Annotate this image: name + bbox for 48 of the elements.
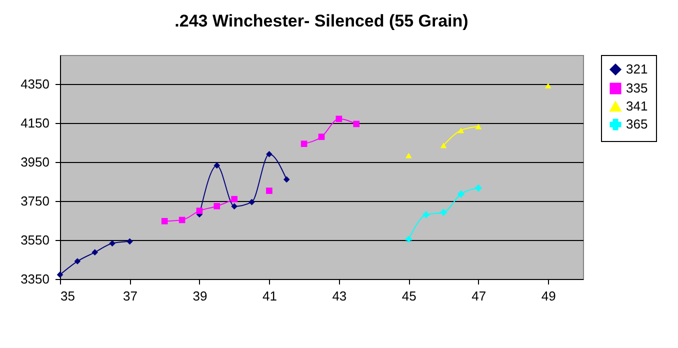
x-tick-label: 43: [332, 288, 347, 304]
point: [196, 208, 203, 214]
x-tick-label: 39: [192, 288, 208, 304]
point: [109, 240, 116, 247]
y-tick-label: 3550: [20, 232, 50, 248]
legend-label: 321: [626, 62, 648, 76]
point: [231, 203, 238, 210]
point: [126, 238, 133, 245]
point: [266, 188, 272, 194]
y-tick-label: 4150: [20, 116, 50, 131]
x-tick-label: 49: [541, 288, 556, 304]
point: [406, 236, 412, 242]
point: [92, 249, 98, 256]
point: [475, 124, 482, 130]
point: [266, 150, 272, 158]
x-tick-label: 47: [472, 288, 486, 304]
point: [475, 184, 482, 192]
y-tick-label: 3950: [20, 154, 50, 170]
chart-title: .243 Winchester- Silenced (55 Grain): [174, 12, 468, 30]
point: [283, 176, 290, 183]
point: [214, 162, 220, 169]
point: [214, 202, 220, 210]
x-tick-label: 37: [123, 288, 138, 304]
point: [544, 82, 552, 88]
point: [248, 198, 255, 206]
point: [318, 134, 325, 140]
legend-label: 365: [626, 116, 648, 132]
point: [458, 128, 464, 134]
point: [440, 142, 447, 148]
point: [458, 190, 464, 198]
point: [231, 196, 238, 202]
x-tick-label: 41: [262, 288, 277, 304]
y-tick-label: 3350: [20, 272, 50, 286]
point: [178, 216, 186, 224]
x-tick-label: 35: [60, 288, 75, 304]
x-tick-label: 45: [402, 288, 416, 304]
point: [440, 209, 447, 216]
y-tick-label: 3750: [20, 194, 50, 209]
point: [161, 218, 168, 224]
legend-label: 341: [626, 98, 648, 114]
legend-label: 335: [626, 80, 648, 96]
point: [353, 120, 360, 128]
point: [406, 152, 412, 158]
point: [300, 140, 308, 147]
point: [336, 116, 342, 122]
point: [74, 258, 81, 264]
point: [422, 212, 430, 218]
y-tick-label: 4350: [20, 76, 50, 92]
